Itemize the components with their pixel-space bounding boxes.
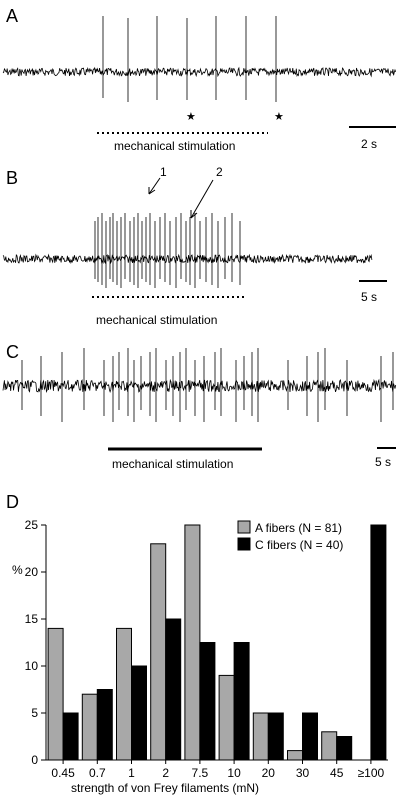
y-tick-label: 10 [25,659,39,673]
panel-b-trace [2,213,373,288]
panel-d-letter: D [6,492,19,512]
bar-a-fibers [218,674,235,761]
legend-label-c-fibers: C fibers (N = 40) [255,538,343,552]
panel-a-stim-label: mechanical stimulation [114,139,235,153]
panel-a-star-1: ★ [186,111,196,123]
bar-c-fibers [233,642,250,761]
bar-a-fibers [150,543,167,761]
x-tick-label: 10 [227,766,241,780]
x-tick-label: 20 [262,766,276,780]
x-tick-label: 7.5 [192,766,209,780]
legend-swatch-a-fibers [237,520,251,534]
panel-b-arrow-2-head [190,210,198,219]
panel-b-arrow-2-label: 2 [216,165,223,179]
y-tick-label: 20 [25,565,39,579]
x-tick-label: 45 [330,766,344,780]
panel-a-scale-label: 2 s [361,137,377,151]
y-tick-label: 0 [31,753,38,767]
panel-b-arrow-1-head [148,187,156,195]
bar-a-fibers [47,627,64,761]
legend-label-a-fibers: A fibers (N = 81) [255,521,342,535]
y-tick-label: 15 [25,612,39,626]
bar-a-fibers [81,693,98,761]
panel-a-trace [2,16,397,102]
bar-c-fibers [370,524,387,761]
panel-b-scale-label: 5 s [361,290,377,304]
bar-c-fibers [199,642,216,761]
legend-swatch-c-fibers [237,537,251,551]
x-tick-label: 30 [296,766,310,780]
bar-a-fibers [287,750,303,761]
panel-c-stim-label: mechanical stimulation [112,457,233,471]
histogram-chart: 0 5 10 15 20 25 0.45 0.7 1 2 7.5 10 20 30 45 ≥100 [25,518,388,780]
x-tick-label: 0.45 [51,766,75,780]
panel-b-letter: B [6,168,18,188]
panel-b-arrow-2 [190,179,214,219]
panel-c-letter: C [6,342,19,362]
x-tick-label: 0.7 [89,766,106,780]
bar-c-fibers [267,712,284,761]
panel-c-trace [2,348,397,422]
bar-c-fibers [336,736,353,761]
bar-c-fibers [165,618,182,761]
bar-a-fibers [321,731,338,761]
y-tick-label: 5 [31,706,38,720]
panel-b-arrow-1-label: 1 [160,165,167,179]
bar-a-fibers [116,627,132,761]
panel-b-stim-label: mechanical stimulation [96,313,217,327]
x-tick-label: 1 [128,766,135,780]
bar-a-fibers [184,524,201,761]
panel-b-arrow-1 [148,177,161,195]
panel-a-letter: A [6,6,18,26]
bar-c-fibers [302,712,318,761]
panel-c-scale-label: 5 s [375,455,391,469]
panel-a-star-2: ★ [274,111,284,123]
bar-c-fibers [96,689,113,761]
y-tick-label: 25 [25,518,39,532]
x-axis-label: strength of von Frey filaments (mN) [71,781,259,795]
bar-c-fibers [62,712,79,761]
y-axis-label: % [12,563,23,577]
bar-c-fibers [131,665,147,761]
x-tick-label: 2 [162,766,169,780]
x-tick-label: ≥100 [358,766,385,780]
bar-a-fibers [252,712,269,761]
